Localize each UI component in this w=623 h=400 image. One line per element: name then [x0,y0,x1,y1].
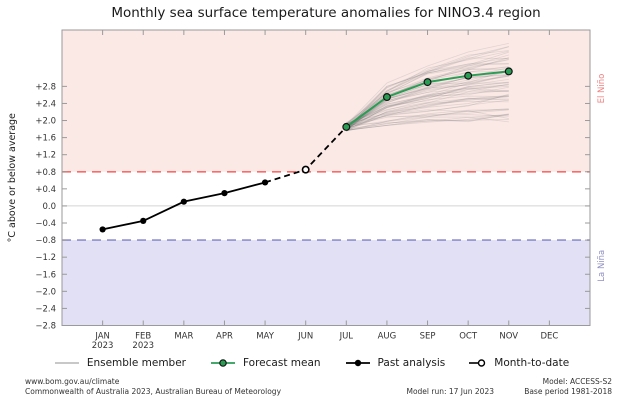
x-tick-label: APR [216,332,233,342]
x-tick-year-label: 2023 [92,341,114,351]
past-analysis-point [261,179,269,186]
axis-ticks [62,30,590,326]
forecast-mean-point [342,122,351,131]
forecast-mean-point [382,93,391,102]
y-tick-label: +2.4 [35,99,56,109]
legend-label-month-to-date: Month-to-date [494,357,570,369]
month-to-date-point [301,165,310,174]
x-tick-label: MAR [174,332,193,342]
y-tick-label: 0.0 [42,202,56,212]
el-nino-region-label: El Niño [597,74,607,104]
past-analysis-point [99,226,106,233]
y-tick-label: −2.8 [35,322,56,332]
x-tick-label: DEC [540,332,558,342]
y-axis-label: °C above or below average [7,113,18,242]
past-analysis-point [140,217,147,224]
plot-frame [61,29,591,326]
footer-base-period: Base period 1981-2018 [524,387,612,396]
footer-copyright: Commonwealth of Australia 2023, Australi… [25,387,282,396]
footer-model-run: Model run: 17 Jun 2023 [406,387,494,396]
x-tick-label: OCT [459,332,478,342]
y-tick-label: +0.8 [35,168,56,178]
footer-model-info: Model: ACCESS-S2 Base period 1981-2018 [524,377,612,399]
ensemble-member-icon [54,362,79,364]
forecast-mean-series [342,67,513,131]
y-tick-label: +1.2 [35,151,56,161]
legend-item-forecast-mean: Forecast mean [210,357,321,369]
legend-item-past-analysis: Past analysis [345,357,446,369]
forecast-mean-point [504,67,513,76]
y-tick-label: −1.6 [35,270,56,280]
past-analysis-icon [345,359,370,367]
forecast-mean-point [464,71,473,80]
la-nina-region-label: La Niña [597,250,607,282]
y-tick-label: −0.8 [35,236,56,246]
y-tick-label: +2.0 [35,117,56,127]
y-tick-label: +0.4 [35,185,56,195]
y-tick-label: +2.8 [35,82,56,92]
legend-label-forecast-mean: Forecast mean [243,357,321,369]
y-tick-label: −2.4 [35,304,56,314]
forecast-mean-icon [211,359,235,367]
x-tick-label: NOV [499,332,518,342]
x-tick-year-label: 2023 [132,341,154,351]
ensemble-member-lines [346,42,509,132]
x-tick-label: SEP [420,332,436,342]
x-tick-label: FEB [135,332,151,342]
legend: Ensemble member Forecast mean Past analy… [0,355,623,371]
x-tick-label: AUG [378,332,397,342]
footer: www.bom.gov.au/climate Commonwealth of A… [25,377,612,399]
past-analysis-point [221,190,228,197]
chart-title: Monthly sea surface temperature anomalie… [111,5,541,21]
y-tick-labels: +2.8 +2.4 +2.0 +1.6 +1.2 +0.8 +0.4 0.0 −0.4 −0.8 −… [35,82,56,331]
la-nina-band [62,240,590,326]
footer-model: Model: ACCESS-S2 [542,377,612,386]
legend-item-month-to-date: Month-to-date [469,357,569,369]
x-tick-label: JUL [339,332,354,342]
y-tick-label: −1.2 [35,253,56,263]
x-tick-label: JUN [297,332,313,342]
footer-url: www.bom.gov.au/climate [25,377,120,386]
month-to-date-icon [469,359,486,367]
climate-bands [62,30,590,326]
x-tick-label: JAN [94,332,110,342]
legend-label-past-analysis: Past analysis [377,357,446,369]
y-tick-label: −0.4 [35,219,56,229]
y-tick-label: +1.6 [35,134,56,144]
legend-item-ensemble-member: Ensemble member [54,357,186,369]
x-tick-label: MAY [256,332,274,342]
past-analysis-series [99,179,269,233]
plot-area: +2.8 +2.4 +2.0 +1.6 +1.2 +0.8 +0.4 0.0 −0.4 −0.8 −… [7,29,607,352]
el-nino-band [62,30,590,172]
footer-left: www.bom.gov.au/climate Commonwealth of A… [25,377,281,399]
legend-label-ensemble-member: Ensemble member [86,357,186,369]
forecast-mean-point [423,78,432,87]
past-analysis-point [180,198,187,205]
y-tick-label: −2.0 [35,287,56,297]
